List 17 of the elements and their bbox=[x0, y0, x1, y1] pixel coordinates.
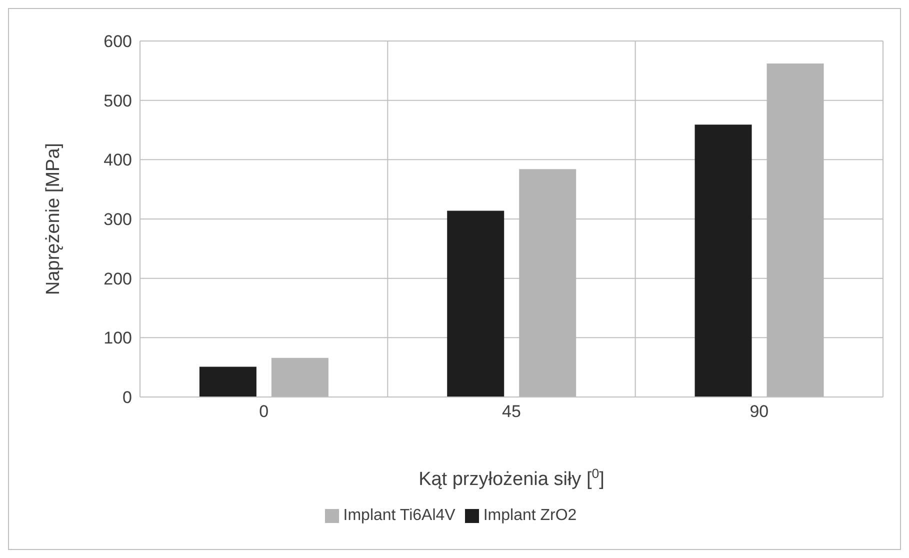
y-axis-title: Naprężenie [MPa] bbox=[43, 142, 64, 296]
x-tick-label: 0 bbox=[259, 402, 269, 422]
bar bbox=[199, 366, 256, 397]
x-axis-title: Kąt przyłożenia siły [$^{0}$] bbox=[418, 466, 604, 490]
y-tick-label: 0 bbox=[122, 388, 132, 408]
y-tick-label: 300 bbox=[104, 210, 132, 230]
y-tick-label: 100 bbox=[104, 328, 132, 348]
legend-label: Implant ZrO2 bbox=[483, 507, 577, 524]
x-tick-label: 90 bbox=[750, 402, 769, 422]
bar bbox=[694, 124, 752, 397]
x-tick-label: 45 bbox=[502, 402, 521, 422]
y-tick-label: 500 bbox=[104, 91, 132, 110]
legend-label: Implant Ti6Al4V bbox=[343, 507, 456, 524]
bar bbox=[447, 210, 504, 397]
y-tick-label: 600 bbox=[104, 32, 132, 52]
y-tick-label: 200 bbox=[104, 269, 132, 288]
y-tick-label: 400 bbox=[104, 150, 132, 170]
